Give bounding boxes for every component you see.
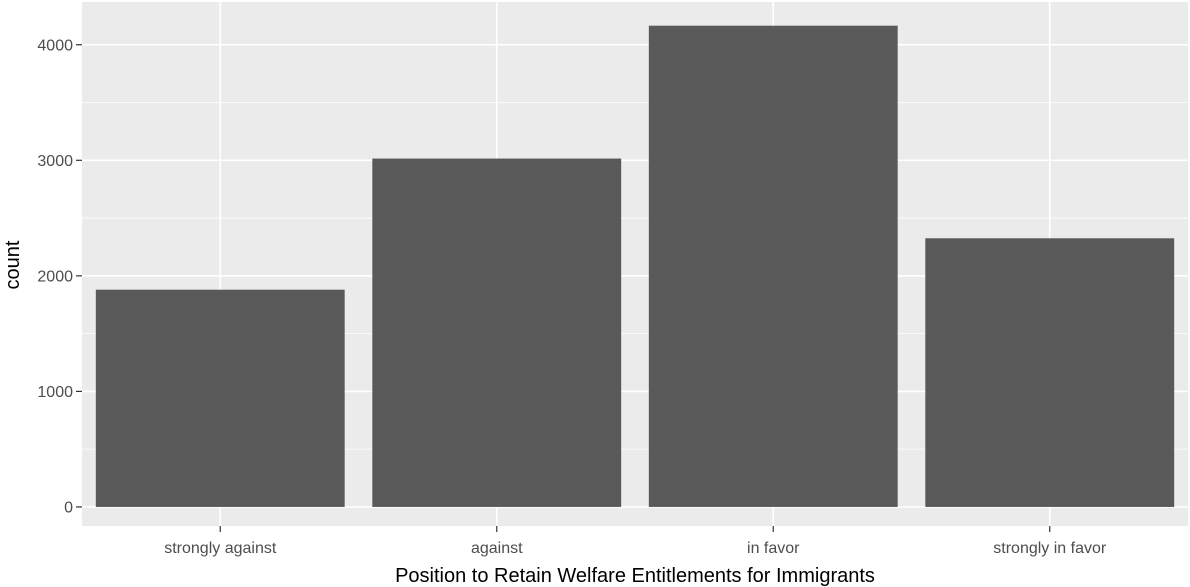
x-tick-label: in favor [747, 540, 800, 557]
bars [95, 25, 1175, 507]
y-axis-title: count [2, 240, 24, 289]
x-axis: strongly against against in favor strongly … [164, 526, 1107, 557]
bar [95, 289, 345, 507]
bar [925, 238, 1175, 507]
y-tick-label: 2000 [37, 268, 73, 285]
y-tick-label: 0 [64, 499, 73, 516]
x-axis-title: Position to Retain Welfare Entitlements … [395, 565, 875, 587]
y-tick-label: 3000 [37, 153, 73, 170]
bar [648, 25, 898, 507]
x-tick-label: strongly in favor [993, 540, 1107, 557]
y-tick-label: 4000 [37, 37, 73, 54]
y-axis: 0 1000 2000 3000 4000 [37, 37, 82, 516]
x-tick-label: against [471, 540, 523, 557]
bar [372, 158, 622, 507]
y-tick-label: 1000 [37, 384, 73, 401]
x-tick-label: strongly against [164, 540, 277, 557]
